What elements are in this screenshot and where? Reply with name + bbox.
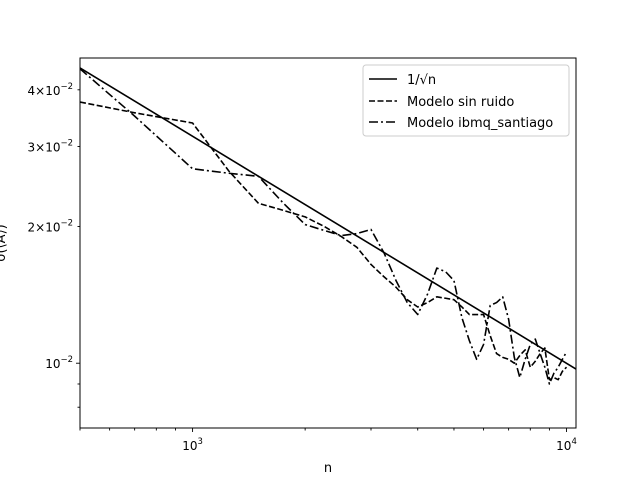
- x-tick-label-0: 103: [182, 437, 203, 453]
- x-axis-label: n: [324, 461, 332, 476]
- y-tick-label-0: 4×10−2: [28, 82, 74, 98]
- legend-label-sin-ruido: Modelo sin ruido: [407, 95, 514, 110]
- y-axis: 4×10−2 3×10−2 2×10−2 10−2: [28, 82, 80, 408]
- y-axis-label: σ(⟨A⟩): [0, 224, 9, 261]
- x-axis: 103 104: [79, 428, 577, 453]
- y-tick-label-3: 10−2: [45, 355, 73, 371]
- plot-frame: [79, 57, 577, 429]
- series-line-0: [80, 67, 576, 370]
- legend-label-ibmq: Modelo ibmq_santiago: [407, 116, 553, 131]
- legend-label-sqrt: 1/√n: [407, 73, 436, 88]
- y-tick-label-2: 2×10−2: [28, 219, 74, 235]
- x-tick-label-1: 104: [556, 437, 577, 453]
- series-line-2: [80, 68, 568, 385]
- legend-box: [362, 64, 570, 137]
- series-layer: [80, 67, 576, 385]
- series-line-1: [80, 101, 568, 381]
- legend: 1/√n Modelo sin ruido Modelo ibmq_santia…: [362, 64, 570, 137]
- y-tick-label-1: 3×10−2: [28, 139, 74, 155]
